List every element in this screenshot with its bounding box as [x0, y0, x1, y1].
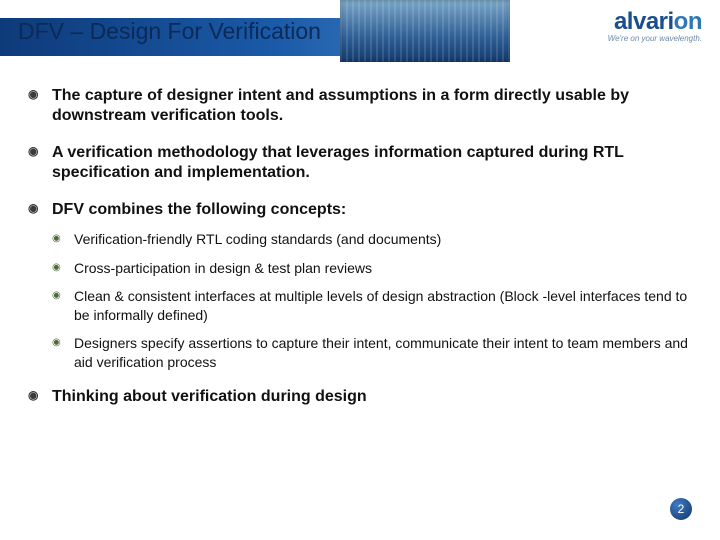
slide-title: DFV – Design For Verification	[0, 18, 321, 45]
list-item: A verification methodology that leverage…	[28, 143, 692, 184]
bullet-text: DFV combines the following concepts:	[52, 201, 346, 218]
list-item: Designers specify assertions to capture …	[52, 334, 692, 371]
page-number-badge: 2	[670, 498, 692, 520]
logo-text-b: on	[674, 8, 702, 35]
logo-text-a: alvari	[614, 8, 674, 35]
slide-header: DFV – Design For Verification alvarion W…	[0, 0, 720, 62]
bullet-text: A verification methodology that leverage…	[52, 144, 624, 181]
list-item: Verification-friendly RTL coding standar…	[52, 230, 692, 248]
logo-tagline: We're on your wavelength.	[552, 34, 702, 43]
slide-body: The capture of designer intent and assum…	[0, 62, 720, 408]
list-item: The capture of designer intent and assum…	[28, 86, 692, 127]
list-item: DFV combines the following concepts: Ver…	[28, 200, 692, 371]
sub-bullet-text: Verification-friendly RTL coding standar…	[74, 231, 441, 247]
list-item: Cross-participation in design & test pla…	[52, 259, 692, 277]
bullet-list: The capture of designer intent and assum…	[28, 86, 692, 408]
page-number: 2	[678, 502, 685, 516]
list-item: Clean & consistent interfaces at multipl…	[52, 287, 692, 324]
decorative-building-image	[340, 0, 510, 62]
list-item: Thinking about verification during desig…	[28, 387, 692, 407]
sub-bullet-text: Clean & consistent interfaces at multipl…	[74, 288, 687, 322]
company-logo: alvarion We're on your wavelength.	[552, 8, 702, 43]
bullet-text: Thinking about verification during desig…	[52, 388, 367, 405]
sub-bullet-text: Cross-participation in design & test pla…	[74, 260, 372, 276]
bullet-text: The capture of designer intent and assum…	[52, 87, 629, 124]
sub-bullet-list: Verification-friendly RTL coding standar…	[52, 230, 692, 371]
logo-wordmark: alvarion	[614, 8, 702, 35]
sub-bullet-text: Designers specify assertions to capture …	[74, 335, 688, 369]
